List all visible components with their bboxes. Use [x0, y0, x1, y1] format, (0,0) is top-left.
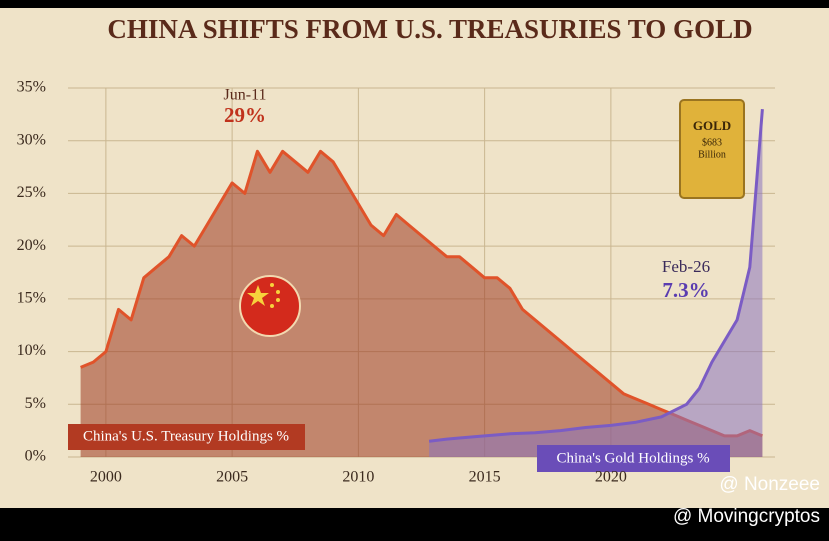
y-tick-label: 10%: [17, 342, 46, 359]
gold-badge: GOLD $683 Billion: [679, 99, 745, 199]
annotation-date: Feb-26: [662, 257, 710, 276]
watermark: @ Movingcryptos: [673, 506, 820, 527]
y-tick-label: 15%: [17, 290, 46, 307]
legend-label: China's U.S. Treasury Holdings %: [83, 428, 289, 444]
flag: [239, 275, 301, 337]
chart-title: CHINA SHIFTS FROM U.S. TREASURIES TO GOL…: [107, 14, 752, 44]
y-tick-label: 35%: [17, 79, 46, 96]
y-tick-label: 0%: [25, 448, 46, 465]
badge-amount: $683: [702, 137, 722, 148]
x-tick-label: 2000: [90, 469, 122, 486]
legend-box: [68, 424, 305, 450]
legend-label: China's Gold Holdings %: [556, 450, 709, 466]
plot: [80, 108, 764, 458]
series-area: [429, 109, 763, 457]
x-tick-label: 2010: [342, 469, 374, 486]
series-line: [428, 108, 764, 443]
badge-unit: Billion: [698, 149, 726, 160]
series-area: [80, 151, 763, 458]
y-tick-label: 20%: [17, 237, 46, 254]
x-tick-label: 2015: [469, 469, 501, 486]
x-tick-label: 2020: [595, 469, 627, 486]
x-tick-label: 2005: [216, 469, 248, 486]
badge-title: GOLD: [693, 118, 731, 133]
legend-box: [537, 445, 730, 472]
y-tick-label: 30%: [17, 131, 46, 148]
y-tick-label: 5%: [25, 395, 46, 412]
legend: China's U.S. Treasury Holdings % China's…: [68, 424, 730, 472]
watermark: @ Nonzeee: [719, 474, 820, 495]
y-tick-label: 25%: [17, 184, 46, 201]
annotation-value: 7.3%: [662, 278, 709, 302]
annotation-date: Jun-11: [224, 87, 267, 104]
annotation-value: 29%: [224, 103, 266, 127]
series-line: [80, 149, 763, 438]
